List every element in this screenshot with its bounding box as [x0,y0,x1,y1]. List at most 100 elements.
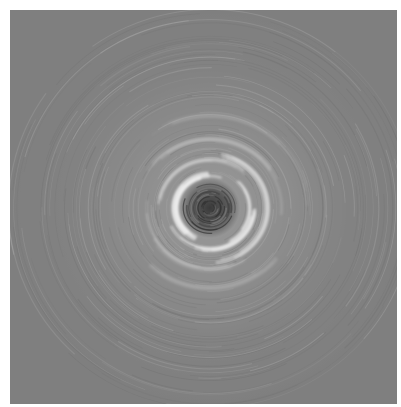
swirl-streak [45,40,283,161]
swirl-streak [21,227,272,394]
core-streak [223,196,230,218]
swirl-streak [196,241,226,246]
swirl-streak [155,182,180,252]
swirl-highlight [220,152,270,259]
swirl-streak [180,147,232,157]
swirl-streak [223,75,346,203]
core-streak [214,195,224,205]
core-streak [203,208,219,217]
swirl-streak [108,227,197,309]
swirl-streak [92,163,132,293]
swirl-streak [240,60,364,257]
swirl-streak [264,295,323,340]
core-streak [205,204,222,219]
swirl-streak [63,64,238,202]
swirl-streak [106,48,288,86]
swirl-streak [249,332,325,372]
core-streak [197,196,210,219]
swirl-streak [68,352,168,404]
core-streak [193,191,212,215]
swirl-highlight [160,160,237,202]
swirl-streak [165,231,181,248]
swirl-highlight [159,159,212,198]
swirl-streak [153,153,205,227]
swirl-streak [72,149,88,213]
swirl-streak [223,214,259,255]
swirl-streak [331,52,374,96]
swirl-streak [279,159,324,296]
swirl-streak [189,331,327,377]
swirl-streak [135,187,189,278]
swirl-streak [273,41,341,85]
swirl-streak [110,139,141,202]
swirl-highlight [166,138,272,171]
swirl-streak [133,264,312,323]
swirl-streak [114,144,141,262]
swirl-streak [97,317,143,349]
swirl-streak [248,140,333,323]
swirl-streak [194,104,288,138]
core-streak [200,192,217,196]
swirl-streak [132,268,206,306]
core-streak [209,205,217,214]
swirl-streak [238,46,317,83]
core-streak [196,193,209,202]
swirl-streak [86,296,313,358]
swirl-streak [218,128,292,225]
swirl-streak [165,287,397,404]
swirl-streak [196,254,223,258]
swirl-streak [30,258,107,360]
swirl-streak [13,119,146,390]
swirl-streak [99,166,132,284]
swirl-streak [287,128,324,256]
swirl-streak [16,42,117,335]
swirl-streak [141,22,394,162]
swirl-streak [117,340,253,370]
swirl-streak [106,313,182,352]
swirl-streak [194,277,304,324]
swirl-streak [344,265,397,349]
vortex-image [10,10,397,404]
swirl-streak [49,38,315,146]
swirl-streak [251,252,274,274]
swirl-streak [96,96,240,197]
swirl-streak [349,134,374,292]
swirl-streak [135,297,179,320]
swirl-streak [47,234,113,339]
swirl-streak [56,13,200,86]
swirl-streak [207,287,234,293]
swirl-streak [156,300,274,320]
swirl-streak [263,262,334,330]
swirl-streak [169,141,216,156]
core-streak [220,190,233,214]
swirl-streak [100,19,362,92]
swirl-streak [66,56,245,153]
swirl-highlight [170,116,289,156]
swirl-highlight [171,184,196,241]
swirl-streak [91,187,120,284]
swirl-streak [152,255,212,282]
swirl-streak [304,214,328,276]
swirl-streak [250,163,272,217]
swirl-streak [281,30,397,274]
swirl-streak [101,305,384,404]
swirl-streak [99,45,191,87]
swirl-streak [95,209,210,321]
swirl-streak [88,277,207,347]
core-streak [210,215,221,222]
swirl-rings [10,10,397,404]
swirl-highlight [146,137,278,180]
swirl-streak [67,212,113,310]
swirl-streak [178,171,196,184]
swirl-streak [165,41,288,62]
core-streak [191,215,233,231]
swirl-highlight [221,155,268,253]
swirl-streak [49,50,243,216]
swirl-streak [221,279,332,347]
swirl-streak [64,188,235,351]
core-streak [196,183,236,214]
swirl-streak [10,229,15,255]
swirl-streak [228,40,332,89]
swirl-streak [46,153,119,341]
swirl-streak [215,280,286,312]
